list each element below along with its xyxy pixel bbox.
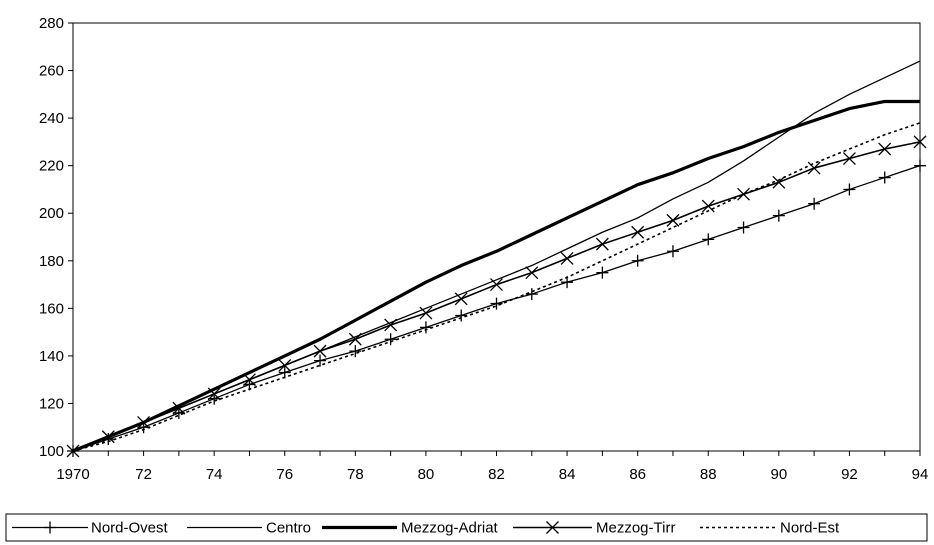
mezzog-tirr-point bbox=[137, 416, 151, 429]
legend-item-nord-ovest: Nord-Ovest bbox=[12, 520, 169, 537]
mezzog-tirr-point bbox=[807, 161, 821, 175]
x-tick-label: 1970 bbox=[56, 466, 89, 483]
y-tick-label: 140 bbox=[39, 348, 64, 365]
x-tick-label: 76 bbox=[276, 466, 293, 483]
mezzog-tirr-point bbox=[348, 332, 362, 346]
y-axis: 100 120 140 160 180 200 220 240 260 280 bbox=[39, 15, 73, 460]
y-tick-label: 180 bbox=[39, 253, 64, 270]
nord-ovest-point bbox=[631, 254, 644, 267]
nord-ovest-point bbox=[314, 354, 327, 367]
nord-ovest-point bbox=[349, 345, 362, 358]
x-axis: 1970 72 74 76 78 80 82 84 86 88 90 92 94 bbox=[56, 451, 928, 483]
legend-label-nord-ovest: Nord-Ovest bbox=[91, 520, 169, 537]
mezzog-tirr-point bbox=[419, 306, 433, 320]
mezzog-tirr-point bbox=[666, 213, 680, 227]
series-line-nord-est bbox=[72, 122, 921, 452]
legend: Nord-Ovest Centro Mezzog-Adriat Mezzog-Tirr… bbox=[5, 513, 928, 542]
y-tick-label: 120 bbox=[39, 395, 64, 412]
mezzog-tirr-point bbox=[701, 199, 715, 213]
legend-mezzog-tirr-point bbox=[546, 521, 559, 534]
x-tick-label: 78 bbox=[347, 466, 364, 483]
series-nord-est bbox=[72, 122, 921, 452]
nord-ovest-point bbox=[596, 266, 609, 279]
nord-ovest-point bbox=[384, 333, 397, 346]
x-tick-label: 72 bbox=[135, 466, 152, 483]
y-tick-label: 260 bbox=[39, 63, 64, 80]
nord-ovest-point bbox=[666, 245, 679, 258]
nord-ovest-point bbox=[419, 321, 432, 334]
mezzog-tirr-point bbox=[737, 187, 751, 201]
mezzog-tirr-point bbox=[242, 373, 256, 387]
legend-item-mezzog-adriat: Mezzog-Adriat bbox=[322, 520, 499, 537]
legend-item-nord-est: Nord-Est bbox=[700, 520, 840, 537]
x-tick-label: 86 bbox=[629, 466, 646, 483]
legend-item-mezzog-tirr: Mezzog-Tirr bbox=[513, 520, 675, 537]
mezzog-tirr-point bbox=[454, 292, 468, 306]
series-line-mezzog-adriat bbox=[72, 99, 920, 453]
mezzog-tirr-point bbox=[772, 175, 786, 189]
x-tick-label: 82 bbox=[488, 466, 505, 483]
nord-ovest-point bbox=[914, 159, 926, 172]
nord-ovest-point bbox=[455, 309, 468, 322]
nord-ovest-point bbox=[737, 221, 750, 234]
mezzog-tirr-point bbox=[878, 142, 892, 156]
y-tick-label: 160 bbox=[39, 300, 64, 317]
series-mezzog-adriat bbox=[72, 99, 920, 453]
y-tick-label: 200 bbox=[39, 205, 64, 222]
y-tick-label: 240 bbox=[39, 110, 64, 127]
mezzog-tirr-point bbox=[913, 135, 927, 149]
mezzog-tirr-point bbox=[101, 430, 115, 444]
y-tick-label: 280 bbox=[39, 15, 64, 32]
nord-ovest-point bbox=[808, 197, 821, 210]
x-tick-label: 84 bbox=[559, 466, 576, 483]
nord-ovest-point bbox=[772, 209, 785, 222]
mezzog-tirr-point bbox=[525, 266, 539, 280]
x-tick-label: 94 bbox=[912, 466, 929, 483]
legend-label-nord-est: Nord-Est bbox=[780, 520, 840, 537]
y-tick-label: 220 bbox=[39, 158, 64, 175]
legend-label-mezzog-adriat: Mezzog-Adriat bbox=[401, 520, 499, 537]
y-tick-label: 100 bbox=[39, 443, 64, 460]
mezzog-tirr-point bbox=[595, 237, 609, 251]
x-tick-label: 74 bbox=[206, 466, 223, 483]
legend-item-centro: Centro bbox=[187, 520, 311, 537]
series-layer bbox=[66, 60, 927, 458]
mezzog-tirr-point bbox=[842, 152, 856, 165]
legend-nord-ovest-point bbox=[44, 521, 56, 534]
mezzog-tirr-point bbox=[384, 318, 398, 332]
x-tick-label: 90 bbox=[770, 466, 787, 483]
x-tick-label: 92 bbox=[841, 466, 858, 483]
legend-label-centro: Centro bbox=[266, 520, 311, 537]
nord-ovest-point bbox=[843, 183, 856, 196]
mezzog-tirr-point bbox=[313, 344, 327, 358]
legend-label-mezzog-tirr: Mezzog-Tirr bbox=[596, 520, 675, 537]
mezzog-tirr-point bbox=[278, 358, 292, 372]
mezzog-tirr-point bbox=[207, 387, 221, 401]
nord-ovest-point bbox=[702, 233, 715, 246]
mezzog-tirr-point bbox=[490, 278, 503, 292]
mezzog-tirr-point bbox=[172, 401, 186, 415]
x-tick-label: 80 bbox=[418, 466, 435, 483]
nord-ovest-point bbox=[878, 171, 891, 184]
mezzog-tirr-point bbox=[560, 251, 574, 265]
series-mezzog-tirr bbox=[66, 135, 927, 458]
plot-area bbox=[72, 22, 921, 452]
mezzog-tirr-point bbox=[631, 225, 645, 239]
x-tick-label: 88 bbox=[700, 466, 717, 483]
